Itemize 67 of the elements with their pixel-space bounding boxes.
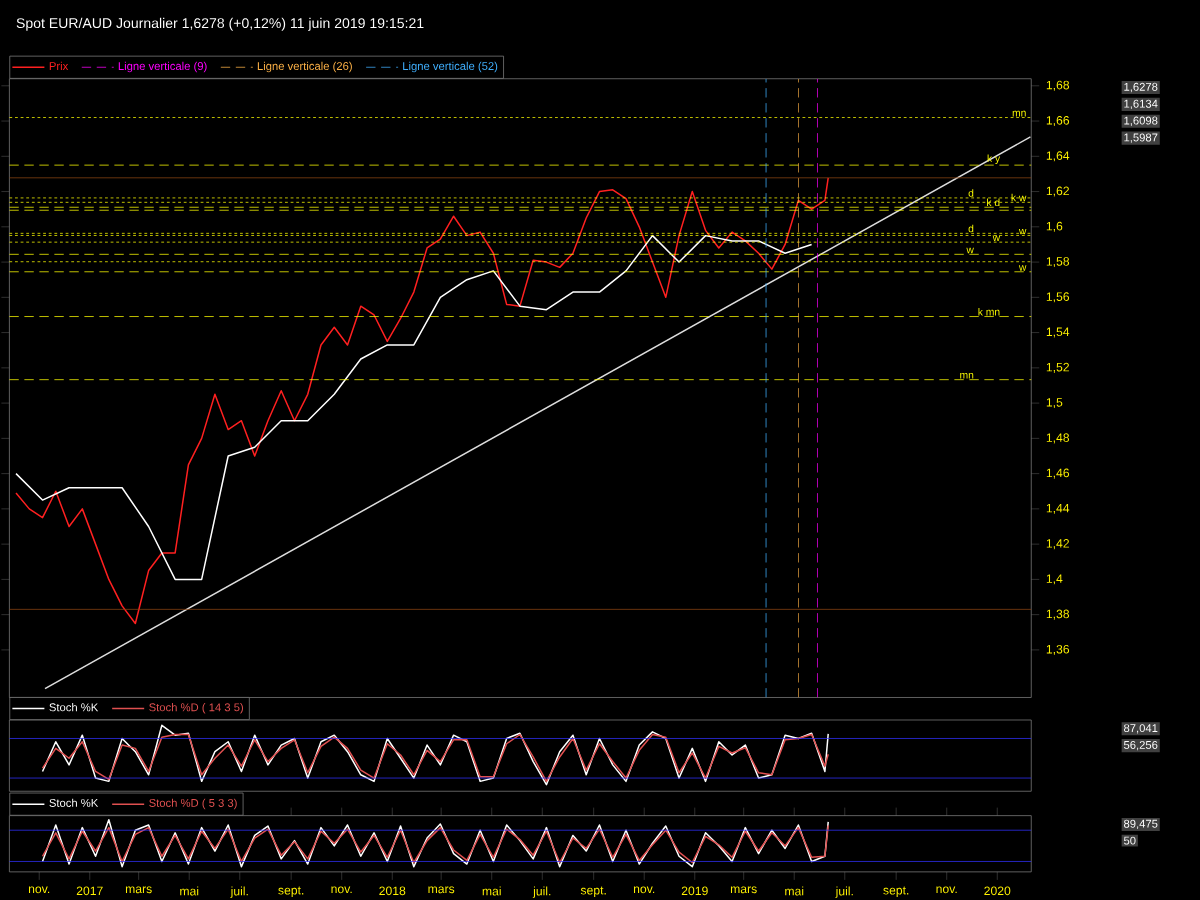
text: 87,041 xyxy=(1124,724,1158,734)
legend-label: Prix xyxy=(49,61,69,70)
chart-title: Spot EUR/AUD Journalier 1,6278 (+0,12%) 11 juin 2019 19:15:21 xyxy=(16,17,424,31)
y-tick-label: 1,46 xyxy=(1046,468,1070,479)
x-tick-label: mars xyxy=(730,886,757,894)
x-tick-label: nov. xyxy=(28,886,50,894)
ref-line-label: w xyxy=(1018,228,1027,235)
legend-label: Stoch %K xyxy=(49,798,99,807)
y-tick-label: 1,4 xyxy=(1046,574,1063,585)
y-tick-label: 1,68 xyxy=(1046,80,1070,91)
line-series xyxy=(15,177,829,625)
y-tick-label: 1,62 xyxy=(1046,186,1069,197)
ref-line-label: d xyxy=(968,189,974,197)
x-tick-label: juil. xyxy=(532,886,551,898)
x-tick-label: 2020 xyxy=(984,886,1011,896)
x-tick-label: mars xyxy=(125,886,152,894)
y-tick-label: 1,5 xyxy=(1046,398,1063,409)
y-tick-label: 1,6 xyxy=(1046,221,1063,232)
text: 1,6134 xyxy=(1124,99,1158,110)
y-tick-label: 1,56 xyxy=(1046,292,1070,303)
ref-line-label: mn xyxy=(1012,110,1026,117)
ref-line-label: mn xyxy=(960,372,974,379)
y-tick-label: 1,42 xyxy=(1046,539,1069,550)
x-tick-label: sept. xyxy=(883,886,909,897)
x-tick-label: mai xyxy=(180,886,199,896)
x-tick-label: nov. xyxy=(936,886,957,894)
legend-label: Ligne verticale (9) xyxy=(118,61,207,73)
y-tick-label: 1,66 xyxy=(1046,116,1070,127)
ref-line-label: k mn xyxy=(978,307,1000,316)
ref-line-label: w xyxy=(1018,265,1027,271)
ref-line-label: w xyxy=(966,247,974,254)
legend-label: Ligne verticale (52) xyxy=(403,61,498,73)
text: 1,6278 xyxy=(1124,82,1158,93)
legend-label: Stoch %D ( 5 3 3) xyxy=(149,798,237,810)
y-tick-label: 1,44 xyxy=(1046,503,1070,514)
x-tick-label: 2018 xyxy=(379,886,406,896)
x-tick-label: mai xyxy=(482,886,501,896)
text: 1,6098 xyxy=(1124,116,1158,126)
y-tick-label: 1,54 xyxy=(1046,327,1070,338)
x-tick-label: juil. xyxy=(230,886,248,898)
text: 50 xyxy=(1123,836,1136,845)
x-tick-label: sept. xyxy=(278,886,304,897)
legend-label: Stoch %D ( 14 3 5) xyxy=(149,703,244,714)
ref-line-label: k d xyxy=(987,198,1000,207)
y-tick-label: 1,52 xyxy=(1046,362,1069,373)
ref-line-label: k y xyxy=(987,154,1001,164)
y-tick-label: 1,64 xyxy=(1046,151,1070,162)
x-tick-label: mars xyxy=(428,886,455,894)
legend-label: Stoch %K xyxy=(49,703,99,712)
text: 56,256 xyxy=(1123,741,1158,751)
x-tick-label: nov. xyxy=(331,886,352,894)
y-tick-label: 1,58 xyxy=(1046,257,1070,268)
text: 1,5987 xyxy=(1124,133,1158,143)
y-tick-label: 1,38 xyxy=(1046,609,1070,620)
ref-line-label: d xyxy=(968,224,974,233)
legend-label: Ligne verticale (26) xyxy=(257,61,352,73)
ref-line-label: w xyxy=(992,235,1001,242)
x-tick-label: nov. xyxy=(633,886,655,894)
x-tick-label: sept. xyxy=(580,886,606,897)
y-tick-label: 1,48 xyxy=(1046,433,1070,444)
x-tick-label: 2017 xyxy=(76,886,103,896)
ref-line-label: k w xyxy=(1011,193,1027,202)
text: 89,475 xyxy=(1124,819,1158,830)
x-tick-label: mai xyxy=(785,886,804,896)
x-tick-label: juil. xyxy=(835,886,853,898)
x-tick-label: 2019 xyxy=(681,886,708,896)
y-tick-label: 1,36 xyxy=(1046,644,1070,655)
